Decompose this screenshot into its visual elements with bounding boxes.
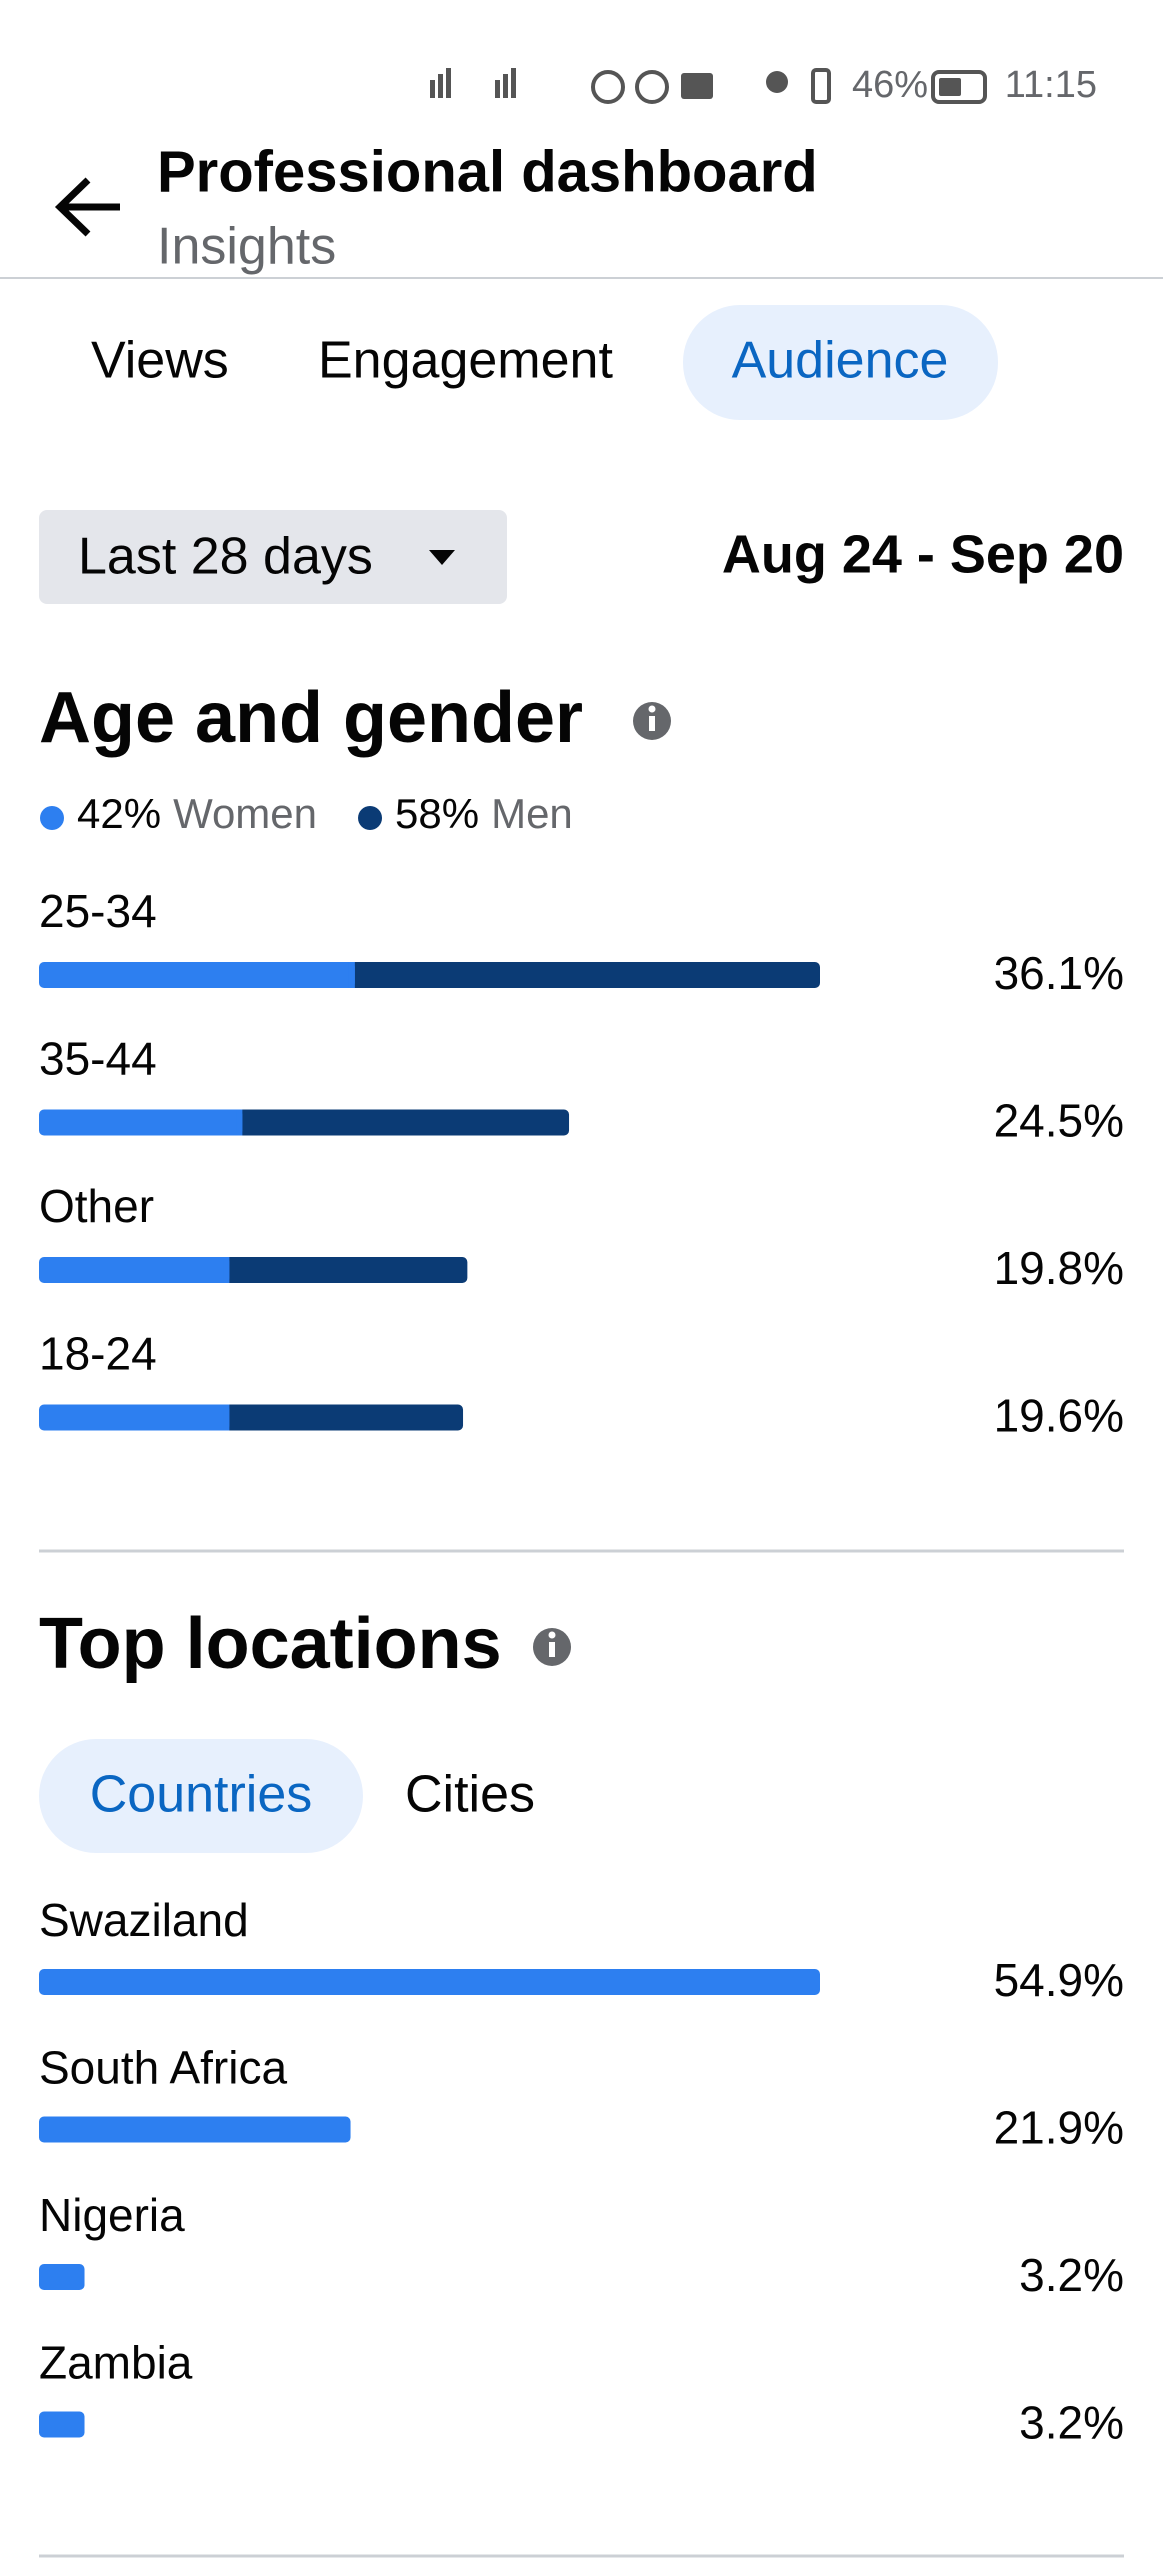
bar-men — [216, 1404, 464, 1431]
value-label: 19.6% — [994, 1390, 1124, 1442]
bar-women-joint — [348, 962, 355, 988]
tab[interactable]: Views — [91, 332, 229, 390]
row-label: Zambia — [39, 2337, 193, 2389]
value-label: 54.9% — [994, 1954, 1124, 2006]
tab[interactable]: Engagement — [318, 332, 613, 390]
value-label: 21.9% — [994, 2102, 1124, 2154]
header-title: Professional dashboard — [157, 139, 818, 204]
section-title: Top locations — [39, 1604, 502, 1684]
value-label: 19.8% — [994, 1242, 1124, 1294]
value-label: 3.2% — [1019, 2397, 1124, 2449]
bar-men — [216, 1257, 468, 1283]
tab-active[interactable]: Audience — [732, 332, 949, 390]
row-label: 35-44 — [39, 1033, 157, 1085]
bar-women — [39, 962, 355, 988]
bar-women-joint — [236, 1109, 243, 1136]
row-label: South Africa — [39, 2042, 287, 2094]
legend-label: Women — [173, 790, 317, 837]
subtab-active[interactable]: Countries — [90, 1766, 313, 1824]
battery-text: 46% — [852, 64, 928, 106]
bar-men — [341, 962, 820, 988]
back-button[interactable] — [54, 177, 120, 237]
section-title: Age and gender — [39, 678, 583, 758]
value-label: 3.2% — [1019, 2249, 1124, 2301]
value-label: 24.5% — [994, 1095, 1124, 1147]
bar — [39, 2116, 351, 2143]
info-icon[interactable] — [533, 1628, 571, 1666]
row-label: 25-34 — [39, 885, 157, 937]
subtab[interactable]: Cities — [405, 1766, 535, 1824]
bar-women — [39, 1257, 230, 1283]
bar — [39, 1969, 820, 1995]
legend-label: Men — [491, 790, 573, 837]
row-label: Nigeria — [39, 2189, 185, 2241]
date-dropdown[interactable] — [39, 510, 507, 604]
time: 11:15 — [1005, 64, 1097, 106]
tab-active-bg — [683, 305, 998, 420]
date-dropdown-label: Last 28 days — [78, 528, 373, 586]
row-label: Swaziland — [39, 1894, 249, 1946]
legend-dot — [40, 806, 64, 830]
legend-share: 58% — [395, 790, 479, 837]
bar-men — [229, 1109, 570, 1136]
dropdown-caret — [429, 550, 455, 565]
date-range: Aug 24 - Sep 20 — [722, 524, 1124, 584]
row-label: Other — [39, 1180, 154, 1232]
row-label: 18-24 — [39, 1328, 157, 1380]
bar-women-joint — [223, 1404, 230, 1431]
bar-women — [39, 1109, 243, 1136]
bar — [39, 2411, 85, 2438]
bar-women — [39, 1404, 230, 1431]
status-icons — [430, 68, 987, 104]
value-label: 36.1% — [994, 947, 1124, 999]
subtab-active-bg — [39, 1739, 363, 1853]
legend-share: 42% — [77, 790, 161, 837]
bar — [39, 2264, 85, 2290]
legend-dot — [358, 806, 383, 830]
header-subtitle: Insights — [157, 218, 336, 276]
info-icon[interactable] — [633, 702, 671, 740]
bar-women-joint — [223, 1257, 230, 1283]
